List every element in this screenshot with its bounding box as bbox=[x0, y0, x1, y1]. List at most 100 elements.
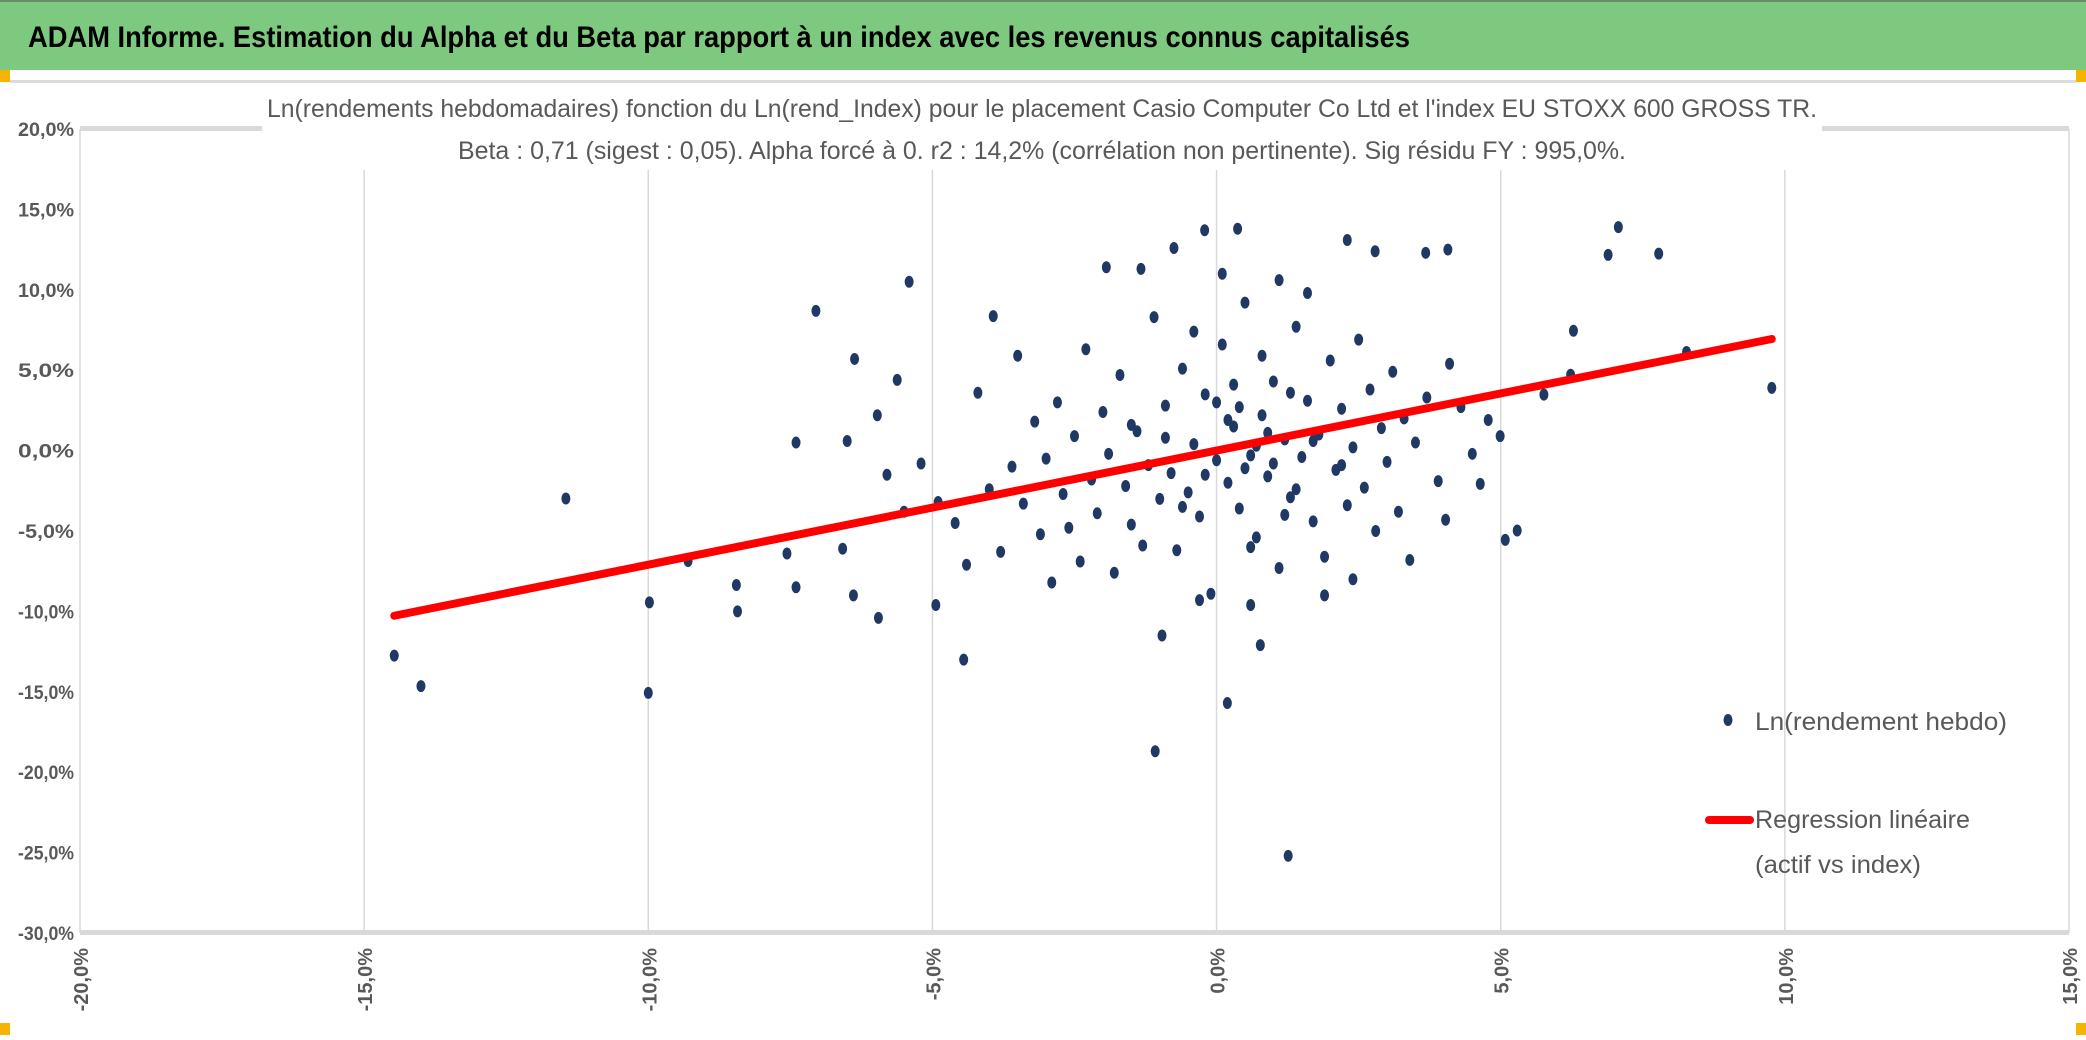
x-tick-label: -10,0% bbox=[639, 948, 661, 1012]
data-point bbox=[1441, 513, 1451, 526]
x-tick-label: 10,0% bbox=[1776, 948, 1798, 1005]
data-point bbox=[1443, 243, 1453, 256]
data-point bbox=[1405, 553, 1415, 566]
data-point bbox=[791, 581, 801, 594]
y-tick-label: -10,0% bbox=[18, 602, 74, 623]
data-point bbox=[1013, 349, 1023, 362]
y-tick-label: 0,0% bbox=[18, 442, 74, 463]
data-point bbox=[1568, 324, 1578, 337]
x-tick-label: 15,0% bbox=[2060, 948, 2082, 1005]
x-tick-label: 0,0% bbox=[1208, 948, 1230, 994]
data-point bbox=[872, 409, 882, 422]
x-axis-line bbox=[80, 930, 2069, 935]
data-point bbox=[1126, 518, 1136, 531]
y-tick-label: 5,0% bbox=[18, 361, 74, 382]
data-point bbox=[1539, 388, 1549, 401]
data-point bbox=[1422, 391, 1432, 404]
legend-marker-scatter bbox=[1723, 714, 1733, 726]
data-point bbox=[1195, 594, 1205, 607]
data-point bbox=[1136, 262, 1146, 275]
data-point bbox=[1348, 573, 1358, 586]
chart-subtitle: Beta : 0,71 (sigest : 0,05). Alpha forcé… bbox=[458, 137, 1626, 165]
y-tick-label: 10,0% bbox=[18, 281, 74, 302]
data-point bbox=[1200, 388, 1210, 401]
data-point bbox=[1388, 365, 1398, 378]
data-point bbox=[1654, 247, 1664, 260]
data-point bbox=[1337, 402, 1347, 415]
data-point bbox=[1359, 481, 1369, 494]
data-point bbox=[1166, 467, 1176, 480]
data-point bbox=[1246, 598, 1256, 611]
title-background bbox=[262, 92, 1822, 170]
x-tick-label: -5,0% bbox=[923, 948, 945, 1000]
corner-marker bbox=[0, 1023, 10, 1035]
data-point bbox=[1495, 430, 1505, 443]
data-point bbox=[1058, 488, 1068, 501]
data-point bbox=[791, 436, 801, 449]
data-point bbox=[1070, 430, 1079, 443]
data-point bbox=[1212, 396, 1222, 409]
data-point bbox=[1500, 533, 1510, 546]
data-point bbox=[1098, 406, 1108, 419]
data-point bbox=[1421, 246, 1431, 259]
data-point bbox=[1217, 338, 1227, 351]
header-bar bbox=[0, 0, 2086, 70]
data-point bbox=[1109, 566, 1119, 579]
data-point bbox=[1115, 369, 1125, 382]
data-point bbox=[1222, 697, 1232, 710]
data-point bbox=[1467, 447, 1477, 460]
regression-line bbox=[390, 335, 1776, 620]
data-point bbox=[1177, 362, 1187, 375]
data-point bbox=[1246, 541, 1256, 554]
data-point bbox=[1302, 287, 1312, 300]
data-point bbox=[1121, 479, 1131, 492]
data-point bbox=[561, 492, 571, 505]
scatter-series bbox=[389, 221, 1777, 862]
data-point bbox=[950, 516, 960, 529]
data-point bbox=[1246, 449, 1256, 462]
data-point bbox=[1200, 468, 1210, 481]
data-point bbox=[996, 545, 1006, 558]
y-tick-label: -20,0% bbox=[18, 763, 74, 784]
legend-label-regression-line2: (actif vs index) bbox=[1755, 851, 1921, 879]
data-point bbox=[973, 386, 983, 399]
data-point bbox=[1075, 555, 1085, 568]
data-point bbox=[1172, 544, 1182, 557]
data-point bbox=[1160, 399, 1170, 412]
data-point bbox=[1371, 525, 1381, 537]
data-point bbox=[1200, 224, 1210, 237]
y-tick-label: 20,0% bbox=[18, 120, 74, 141]
data-point bbox=[1285, 491, 1295, 504]
data-point bbox=[1257, 409, 1267, 422]
data-point bbox=[1613, 221, 1623, 234]
data-point bbox=[1302, 394, 1312, 407]
data-point bbox=[1263, 470, 1273, 483]
data-point bbox=[644, 596, 654, 609]
data-point bbox=[1195, 510, 1205, 523]
legend-label-regression-line1: Regression linéaire bbox=[1755, 806, 1970, 834]
data-point bbox=[1234, 502, 1244, 515]
data-point bbox=[1081, 343, 1091, 356]
data-point bbox=[1767, 381, 1777, 394]
y-tick-label: -25,0% bbox=[18, 844, 74, 865]
data-point bbox=[1603, 248, 1613, 261]
data-point bbox=[1445, 357, 1455, 370]
chart-title: Ln(rendements hebdomadaires) fonction du… bbox=[267, 95, 1817, 123]
data-point bbox=[848, 589, 858, 602]
data-point bbox=[1268, 375, 1278, 388]
data-point bbox=[1233, 222, 1243, 235]
data-point bbox=[1283, 849, 1293, 862]
data-point bbox=[1092, 507, 1102, 520]
corner-marker bbox=[0, 70, 10, 82]
data-point bbox=[1320, 550, 1330, 563]
data-point bbox=[1007, 460, 1017, 473]
data-point bbox=[1268, 457, 1278, 470]
data-point bbox=[1483, 414, 1493, 427]
data-point bbox=[988, 310, 998, 323]
data-point bbox=[1047, 576, 1057, 589]
data-point bbox=[416, 680, 426, 693]
data-point bbox=[1206, 587, 1216, 600]
data-point bbox=[1376, 422, 1386, 435]
data-point bbox=[1370, 245, 1380, 258]
